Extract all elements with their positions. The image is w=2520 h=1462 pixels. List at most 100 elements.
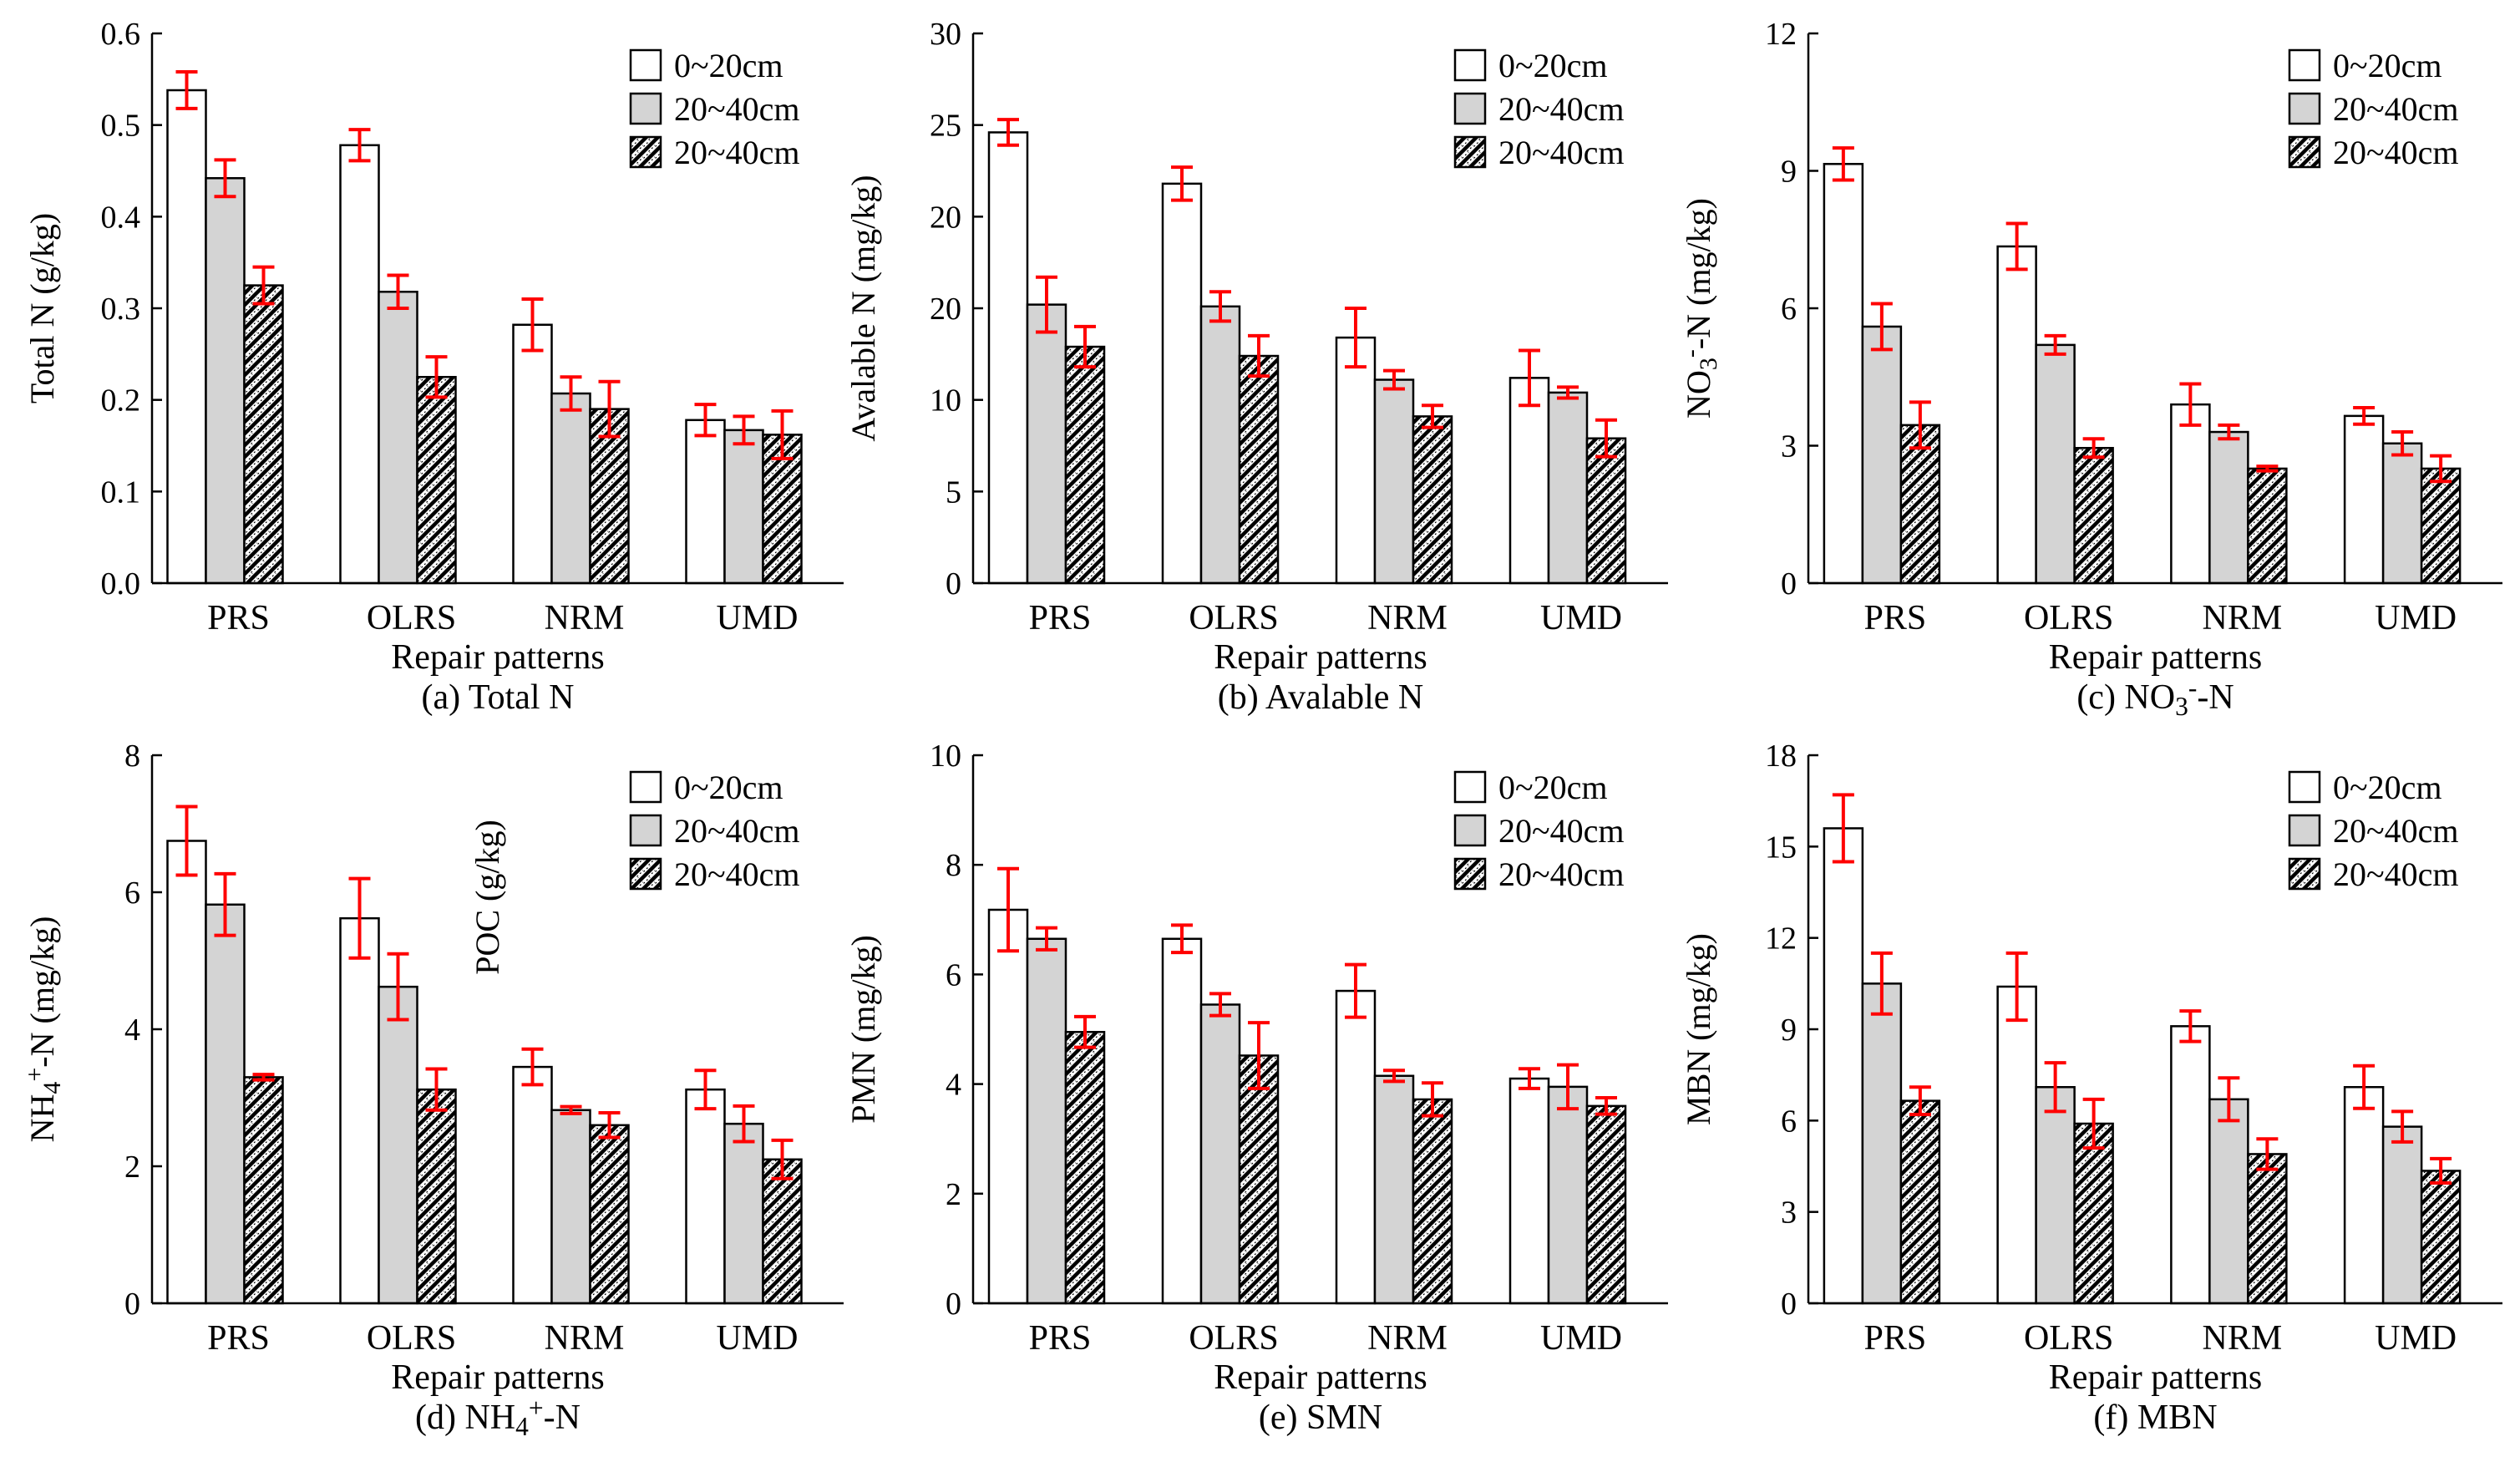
error-bar-umd-s1 (694, 403, 717, 438)
error-bar-umd-s1 (1519, 1067, 1540, 1090)
error-bar-prs-s3 (252, 265, 275, 306)
y-tick-label: 12 (1765, 921, 1797, 957)
legend-swatch (1453, 48, 1487, 82)
chart-panel-5: PRS OLRS NRM UMD 0 2 4 6 8 10 Repair patterns(e) S… (844, 739, 1668, 1437)
bar-prs-s3 (1064, 1031, 1106, 1305)
bar-umd-s2 (1547, 391, 1589, 585)
error-bar-olrs-s2 (387, 952, 409, 1022)
bar-prs-s3 (1899, 1099, 1941, 1305)
bar-prs-s1 (1823, 163, 1864, 585)
bar-umd-s1 (2343, 414, 2385, 585)
y-tick-label: 4 (124, 1013, 140, 1048)
x-axis-label: Repair patterns (1214, 1358, 1427, 1397)
bar-olrs-s2 (1199, 305, 1241, 585)
legend-label: 20~40cm (674, 134, 800, 171)
bar-prs-s2 (205, 177, 246, 585)
bar-olrs-s1 (1161, 937, 1203, 1305)
category-label: OLRS (367, 599, 456, 637)
error-bar-umd-s1 (2353, 1064, 2375, 1110)
y-axis-label: Avalable N (mg/kg) (844, 175, 882, 441)
bar-nrm-s2 (2208, 430, 2249, 585)
category-label: PRS (207, 599, 270, 637)
legend: 0~20cm 20~40cm 20~40cm (2288, 47, 2459, 171)
category-label: UMD (2375, 1319, 2457, 1358)
bar-prs-s2 (205, 903, 246, 1305)
error-bar-nrm-s2 (560, 1104, 582, 1115)
category-label: OLRS (1189, 599, 1278, 637)
y-tick-label: 5 (946, 475, 961, 510)
error-bar-prs-s1 (997, 866, 1019, 953)
bar-prs-s2 (1861, 325, 1903, 585)
y-tick-label: 0.3 (101, 292, 141, 327)
panel-caption: (b) Avalable N (1218, 678, 1423, 717)
error-bar-prs-s3 (1074, 1014, 1096, 1049)
legend-label: 20~40cm (1498, 90, 1625, 128)
bar-nrm-s3 (589, 1124, 630, 1305)
legend-label: 20~40cm (2333, 90, 2459, 128)
error-bar-umd-s1 (694, 1069, 717, 1111)
error-bar-prs-s1 (1832, 146, 1854, 182)
y-tick-label: 4 (946, 1068, 961, 1103)
y-tick-label: 8 (946, 848, 961, 883)
bar-nrm-s2 (2208, 1098, 2249, 1305)
error-bar-umd-s3 (771, 1138, 794, 1180)
error-bar-prs-s2 (1036, 926, 1057, 952)
error-bar-umd-s3 (2430, 1156, 2452, 1185)
legend-label: 0~20cm (674, 769, 783, 806)
legend-label: 20~40cm (1498, 855, 1625, 893)
error-bar-nrm-s1 (2179, 1009, 2202, 1043)
bar-umd-s1 (2343, 1085, 2385, 1305)
category-label: OLRS (2024, 599, 2113, 637)
error-bar-prs-s2 (214, 871, 236, 937)
bar-umd-s2 (723, 429, 764, 585)
category-label: OLRS (2024, 1319, 2113, 1358)
legend-swatch (629, 92, 662, 125)
panel-caption: (c) NO3--N (2076, 673, 2234, 721)
category-label: NRM (1367, 1319, 1448, 1358)
legend-swatch (2288, 770, 2321, 804)
category-label: PRS (1864, 1319, 1927, 1358)
error-bar-umd-s2 (2391, 430, 2414, 457)
y-tick-label: 6 (124, 876, 140, 911)
legend-swatch (2288, 135, 2321, 169)
y-tick-label: 12 (1765, 17, 1797, 52)
panel-caption: (d) NH4+-N (415, 1393, 581, 1441)
bar-nrm-s1 (1335, 336, 1377, 585)
stray-axis-label: POC (g/kg) (469, 820, 506, 975)
bar-prs-s3 (243, 1076, 284, 1305)
legend-swatch (2288, 92, 2321, 125)
legend-label: 0~20cm (1498, 47, 1608, 84)
error-bar-umd-s3 (1595, 418, 1617, 459)
bar-prs-s1 (987, 131, 1029, 585)
chart-panel-3: PRS OLRS NRM UMD 0 3 6 9 12 Repair patterns(c) NO… (1677, 17, 2502, 721)
bar-olrs-s1 (339, 916, 380, 1305)
y-tick-label: 6 (1781, 1104, 1797, 1139)
y-tick-label: 2 (946, 1177, 961, 1212)
bar-nrm-s1 (2170, 403, 2211, 585)
error-bar-prs-s1 (175, 805, 198, 877)
bar-olrs-s1 (1996, 985, 2037, 1305)
y-tick-label: 0 (1781, 566, 1797, 602)
bar-nrm-s2 (550, 392, 591, 585)
x-axis-label: Repair patterns (391, 638, 604, 677)
bar-umd-s3 (2420, 1170, 2462, 1305)
bar-prs-s2 (1026, 937, 1067, 1305)
chart-panel-4: PRS OLRS NRM UMD 0 2 4 6 8 Repair patterns(d) NH4… (21, 739, 844, 1441)
legend-label: 20~40cm (2333, 855, 2459, 893)
bar-prs-s2 (1026, 303, 1067, 585)
error-bar-umd-s1 (1519, 348, 1540, 408)
bar-nrm-s3 (2247, 467, 2288, 585)
bar-nrm-s3 (2247, 1153, 2288, 1305)
legend-label: 20~40cm (674, 90, 800, 128)
error-bar-nrm-s1 (2179, 382, 2202, 427)
error-bar-prs-s3 (1074, 324, 1096, 369)
y-tick-label: 20 (930, 200, 961, 235)
y-tick-label: 0.4 (101, 200, 141, 235)
chart-panel-1: PRS OLRS NRM UMD 0.0 0.1 0.2 0.3 0.4 0.5 0.6 Repair… (23, 17, 844, 717)
bar-olrs-s2 (2035, 343, 2076, 585)
error-bar-umd-s1 (2353, 405, 2375, 426)
legend-label: 20~40cm (2333, 134, 2459, 171)
bar-umd-s2 (2381, 442, 2423, 585)
y-tick-label: 3 (1781, 429, 1797, 464)
bar-umd-s3 (762, 434, 803, 585)
